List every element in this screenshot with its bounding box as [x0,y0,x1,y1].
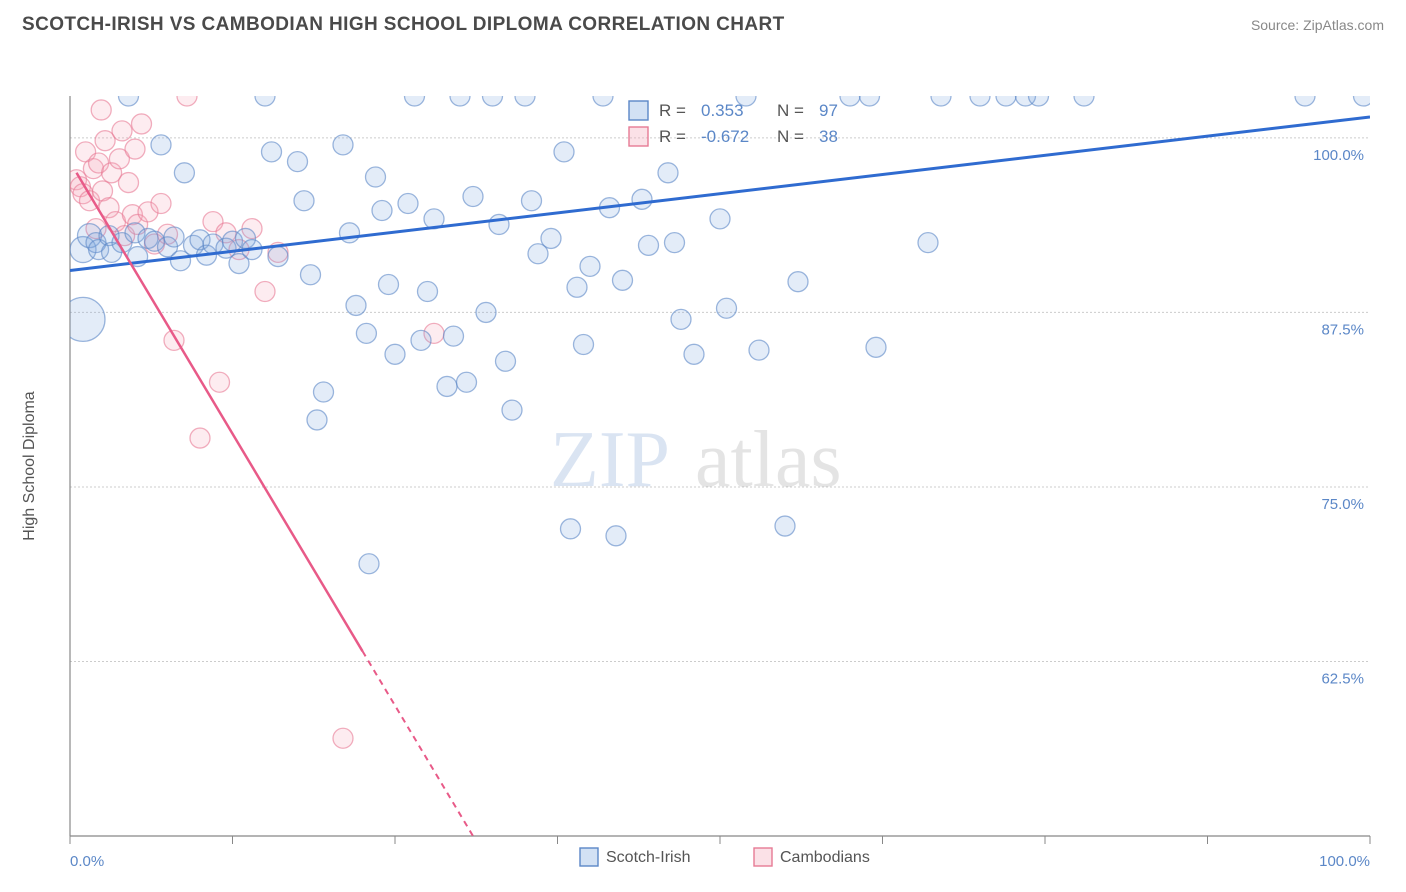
watermark-atlas: atlas [695,416,842,504]
legend-stat-text: 97 [819,101,838,120]
legend-swatch [754,848,772,866]
legend-stat-text: 0.353 [701,101,744,120]
y-axis-label: High School Diploma [21,391,38,541]
legend-stat-text: R = [659,101,686,120]
chart-title: SCOTCH-IRISH VS CAMBODIAN HIGH SCHOOL DI… [22,14,785,36]
legend-label: Cambodians [780,849,870,866]
y-tick-label: 100.0% [1313,147,1364,164]
watermark-zip: ZIP [550,416,670,504]
y-tick-label: 87.5% [1321,321,1364,338]
legend-swatch [580,848,598,866]
series-cambodians [67,86,445,748]
legend-stat-text: -0.672 [701,127,749,146]
legend-stat-text: R = [659,127,686,146]
y-tick-label: 62.5% [1321,670,1364,687]
legend-stat-text: N = [777,101,804,120]
legend-swatch [629,101,648,120]
chart-container: 62.5% 75.0% 87.5% 100.0% 0.0% 100.0% High Scho… [0,46,1406,886]
source-attribution: Source: ZipAtlas.com [1251,17,1384,33]
scatter-chart: 62.5% 75.0% 87.5% 100.0% 0.0% 100.0% High Scho… [0,46,1406,886]
legend-label: Scotch-Irish [606,849,690,866]
legend-swatch [629,127,648,146]
trendline-cambodians-dashed [363,651,474,836]
legend-stat-text: 38 [819,127,838,146]
legend-stat-text: N = [777,127,804,146]
x-tick-label: 100.0% [1319,853,1370,870]
y-tick-label: 75.0% [1321,496,1364,513]
header: SCOTCH-IRISH VS CAMBODIAN HIGH SCHOOL DI… [0,0,1406,46]
x-tick-label: 0.0% [70,853,104,870]
